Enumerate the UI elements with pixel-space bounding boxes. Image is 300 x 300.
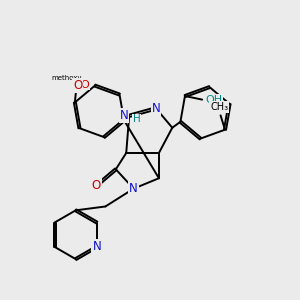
- Text: O: O: [73, 79, 83, 92]
- Text: O: O: [80, 80, 89, 90]
- Text: O: O: [92, 179, 101, 192]
- Text: CH₃: CH₃: [210, 102, 228, 112]
- Text: N: N: [119, 109, 128, 122]
- Text: OH: OH: [205, 94, 222, 105]
- Text: N: N: [152, 102, 160, 115]
- Text: H: H: [133, 114, 140, 124]
- Text: N: N: [129, 182, 138, 195]
- Text: N: N: [92, 240, 101, 254]
- Text: methoxy: methoxy: [52, 75, 82, 81]
